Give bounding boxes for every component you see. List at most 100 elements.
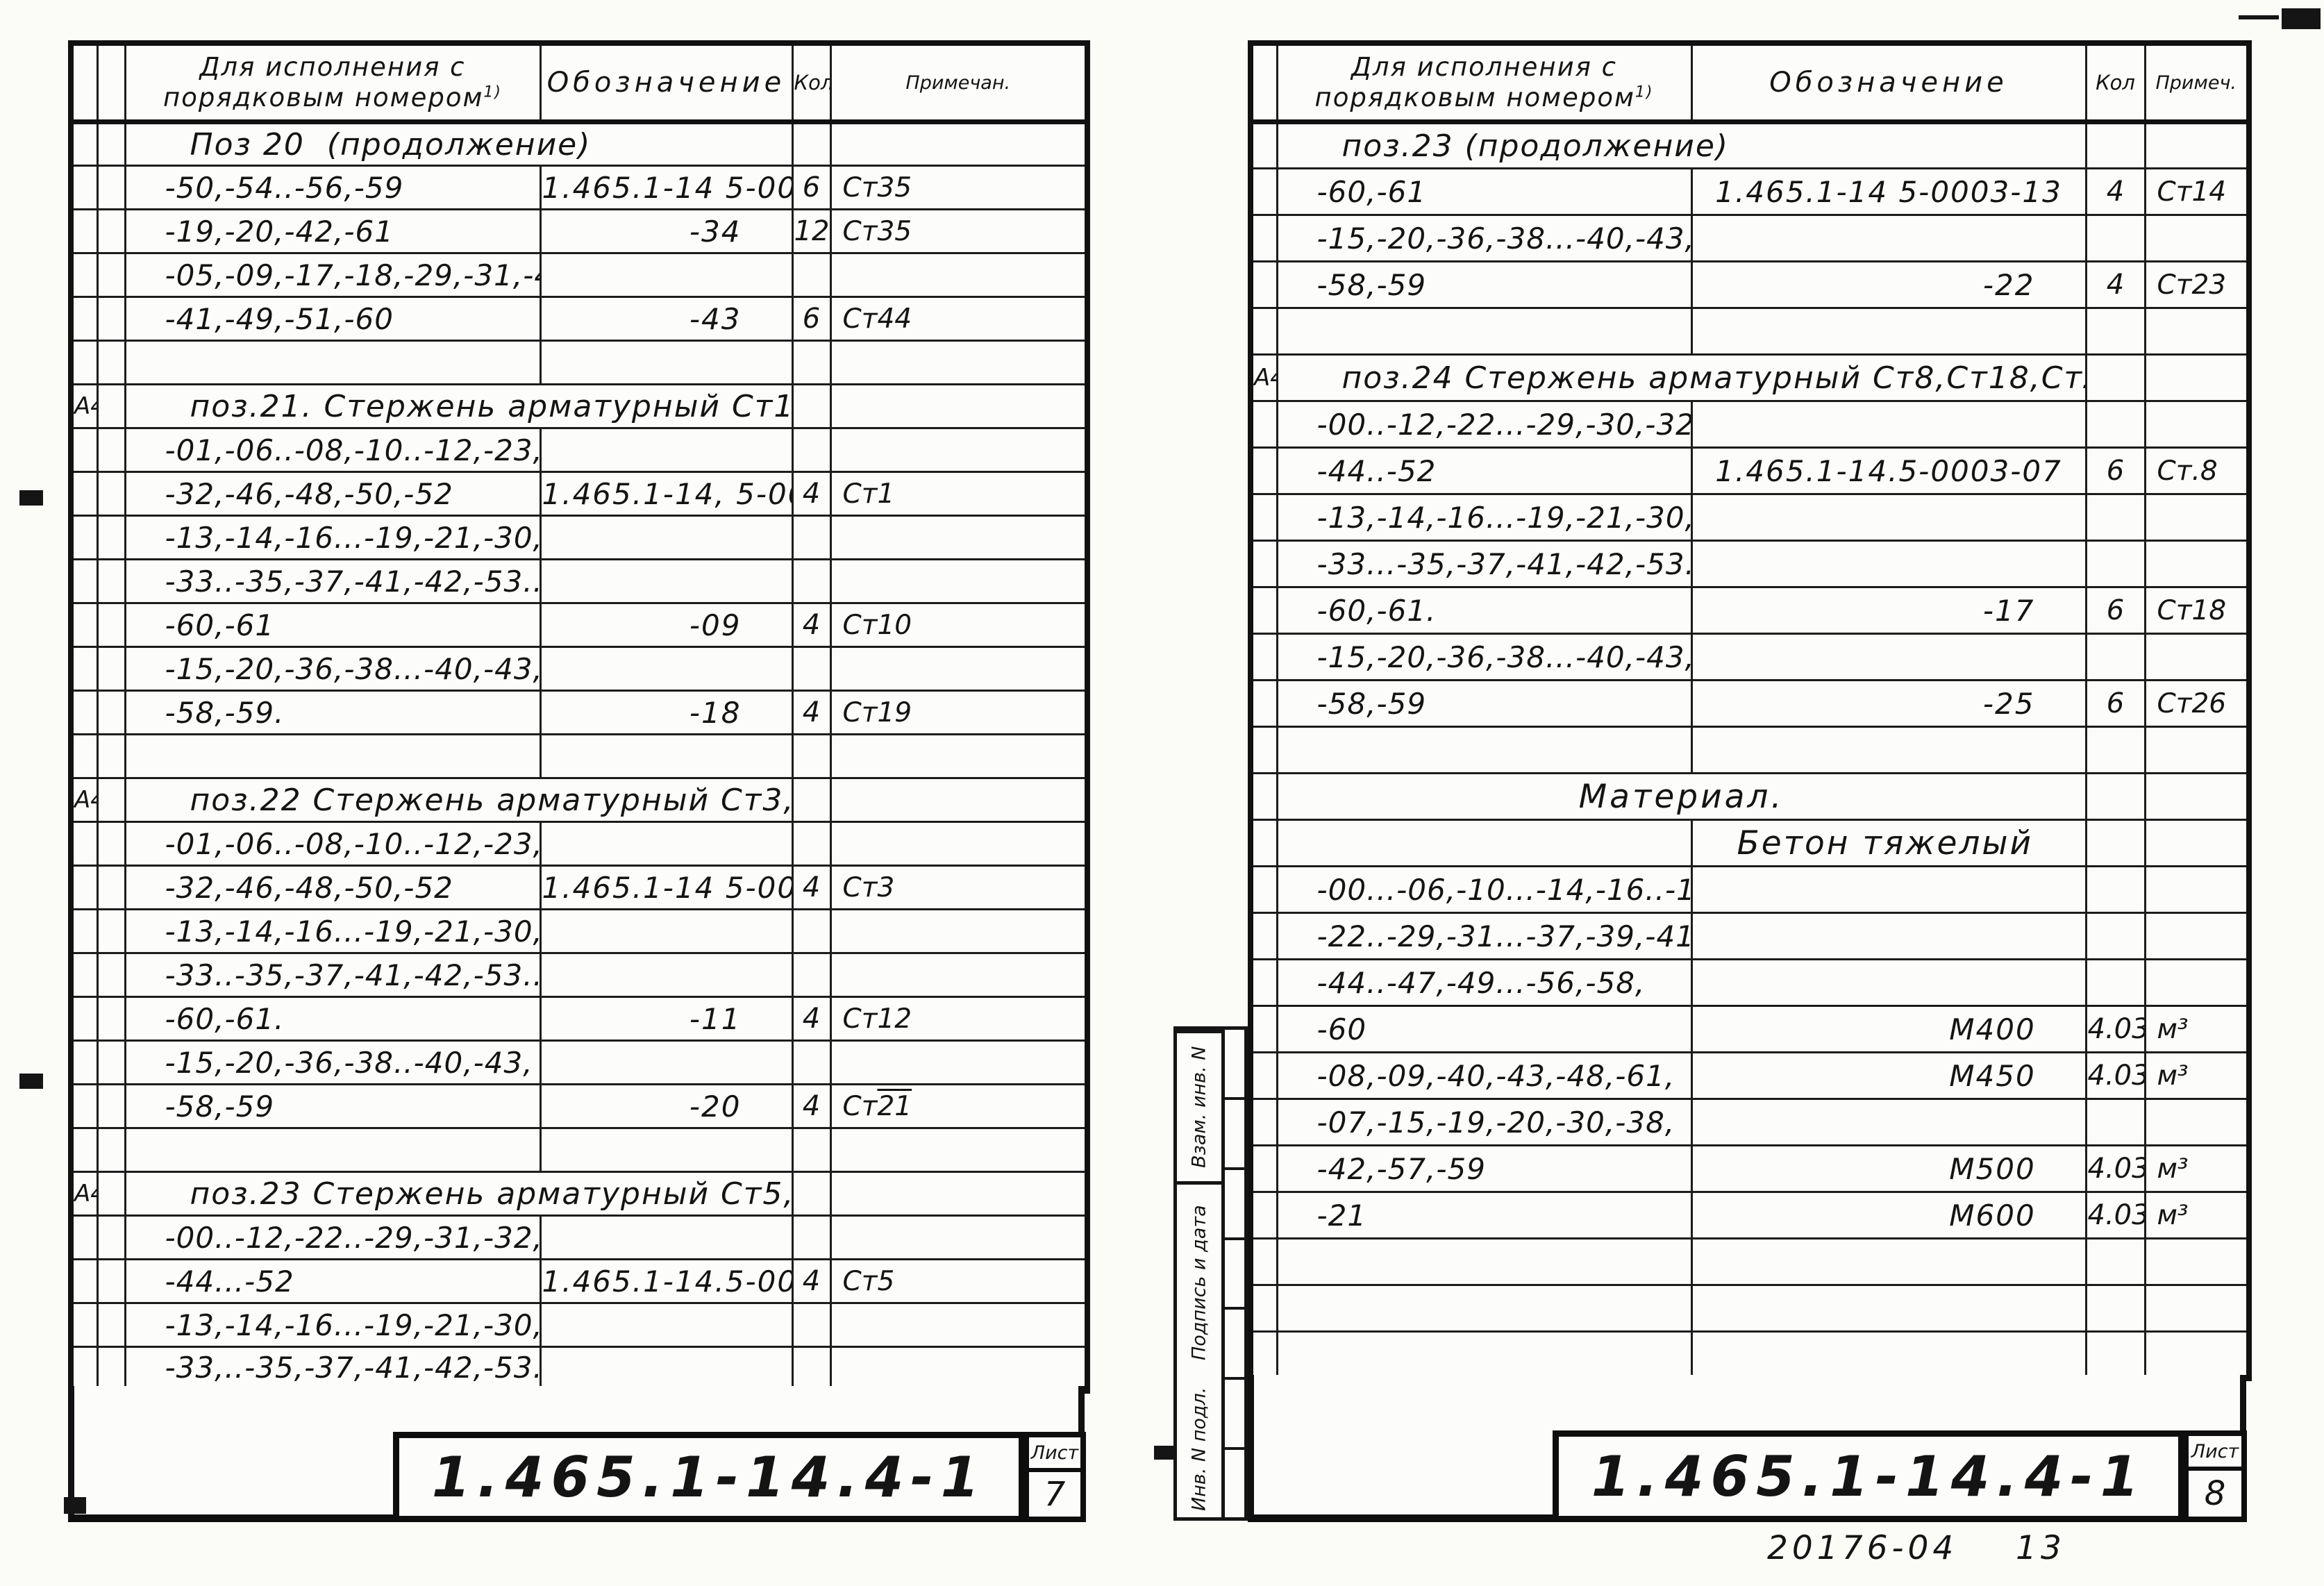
header-line1: Для исполнения с [1351, 51, 1617, 82]
format-mark-cell [1249, 586, 1278, 635]
format-mark-cell [1249, 1191, 1278, 1239]
format-mark-cell [1249, 1098, 1278, 1146]
qty-cell [791, 1127, 832, 1173]
qty-cell [791, 383, 832, 429]
designation-cell [539, 1302, 794, 1348]
scan-corner-artifact [2239, 15, 2279, 19]
qty-cell: 4 [791, 602, 832, 648]
scan-edge-mark [1154, 1446, 1175, 1460]
qty-cell [2084, 493, 2146, 542]
note-cell [829, 121, 1089, 167]
qty-cell: 4 [791, 1083, 832, 1129]
qty-cell: 4.03 [2084, 1051, 2146, 1100]
note-cell [2143, 912, 2250, 960]
designation-cell: 1.465.1-14 5-0003-13 [1690, 167, 2087, 216]
table-row: -33,..-35,-37,-41,-42,-53..-57, [69, 1346, 1089, 1392]
side-strip-empty-cell [1225, 1100, 1244, 1170]
format-mark-cell [1249, 307, 1278, 356]
table-row: -44..-47,-49...-56,-58, [1249, 958, 2250, 1007]
designation-cell: М450 [1690, 1051, 2087, 1100]
note-cell [829, 821, 1089, 867]
spare-cell [96, 165, 126, 210]
note-cell [829, 777, 1089, 823]
spare-cell [96, 908, 126, 954]
spare-cell [96, 1258, 126, 1304]
designation-cell: -20 [539, 1083, 794, 1129]
table-row: Бетон тяжелый [1249, 819, 2250, 867]
side-strip-cells [1225, 1030, 1244, 1517]
qty-cell [791, 515, 832, 560]
positions-cell [124, 1127, 542, 1173]
format-mark-cell [69, 1040, 99, 1085]
format-mark-cell [1249, 865, 1278, 914]
designation-cell [1690, 865, 2087, 914]
format-mark-cell [1249, 958, 1278, 1007]
designation-cell [1690, 958, 2087, 1007]
positions-cell [1276, 1284, 1693, 1333]
spare-cell [96, 996, 126, 1042]
qty-cell [2084, 958, 2146, 1007]
qty-cell [2084, 633, 2146, 681]
spare-cell [96, 427, 126, 473]
section-title: поз.21. Стержень арматурный Ст1, Ст10, С… [124, 383, 794, 429]
designation-cell: М600 [1690, 1191, 2087, 1239]
designation-cell [539, 340, 794, 385]
positions-cell: -33...-35,-37,-41,-42,-53..-57, [1276, 540, 1693, 588]
qty-column-header: Кол [2084, 42, 2146, 124]
table-row: -60,-61. -17 6 Ст18 [1249, 586, 2250, 635]
format-mark-cell [69, 165, 99, 210]
table-row [69, 733, 1089, 779]
note-cell: м³ [2143, 1191, 2250, 1239]
positions-cell: -22..-29,-31...-37,-39,-41, [1276, 912, 1693, 960]
qty-cell: 4 [791, 996, 832, 1042]
side-label-inv-podl: Инв. N подл. [1188, 1387, 1210, 1512]
note-cell [2143, 1284, 2250, 1333]
note-cell [2143, 865, 2250, 914]
spare-cell [96, 777, 126, 823]
positions-cell: -44..-52 [1276, 446, 1693, 495]
format-header-cell [69, 42, 99, 124]
qty-cell [791, 1346, 832, 1392]
side-strip-empty-cell [1225, 1170, 1244, 1240]
table-row: -00..-12,-22...-29,-30,-32, [1249, 400, 2250, 449]
designation-cell: -18 [539, 690, 794, 735]
note-cell [829, 1127, 1089, 1173]
positions-cell: -13,-14,-16...-19,-21,-30, [124, 515, 542, 560]
header-row: Для исполнения с порядковым номером1) Об… [1249, 42, 2250, 124]
note-cell [829, 733, 1089, 779]
table-row: Материал. [1249, 772, 2250, 821]
table-row [69, 1127, 1089, 1173]
format-mark-cell [1249, 1005, 1278, 1053]
format-mark-cell [69, 646, 99, 692]
note-cell: Ст1 [829, 471, 1089, 517]
section-title: поз.24 Стержень арматурный Ст8,Ст18,Ст26 [1276, 353, 2087, 402]
positions-cell: -15,-20,-36,-38..-40,-43, [124, 1040, 542, 1085]
spare-cell [96, 558, 126, 604]
positions-cell: -13,-14,-16...-19,-21,-30, [124, 1302, 542, 1348]
spare-cell [96, 340, 126, 385]
format-mark-cell [69, 821, 99, 867]
note-cell [2143, 307, 2250, 356]
designation-cell: М500 [1690, 1144, 2087, 1193]
spare-cell [96, 121, 126, 167]
note-cell: Ст12 [829, 996, 1089, 1042]
spare-cell [96, 865, 126, 910]
material-title: Материал. [1276, 772, 2087, 821]
positions-cell [124, 340, 542, 385]
format-mark-cell [69, 515, 99, 560]
format-mark-cell [1249, 214, 1278, 262]
table-row: -32,-46,-48,-50,-521.465.1-14 5-0003-024… [69, 865, 1089, 910]
qty-cell [791, 777, 832, 823]
designation-column-header: Обозначение [1690, 42, 2087, 124]
positions-cell: -33..-35,-37,-41,-42,-53..-57, [124, 952, 542, 998]
table-row: -44..-52 1.465.1-14.5-0003-07 6 Ст.8 [1249, 446, 2250, 495]
note-cell [2143, 353, 2250, 402]
qty-cell: 6 [2084, 446, 2146, 495]
format-mark-cell [69, 1214, 99, 1260]
format-mark-cell [69, 1302, 99, 1348]
positions-cell: -21 [1276, 1191, 1693, 1239]
side-strip-empty-cell [1225, 1450, 1244, 1517]
sheet-number: 7 [1044, 1475, 1066, 1514]
note-cell: Ст18 [2143, 586, 2250, 635]
table-row: -58,-59. -18 4 Ст19 [69, 690, 1089, 735]
